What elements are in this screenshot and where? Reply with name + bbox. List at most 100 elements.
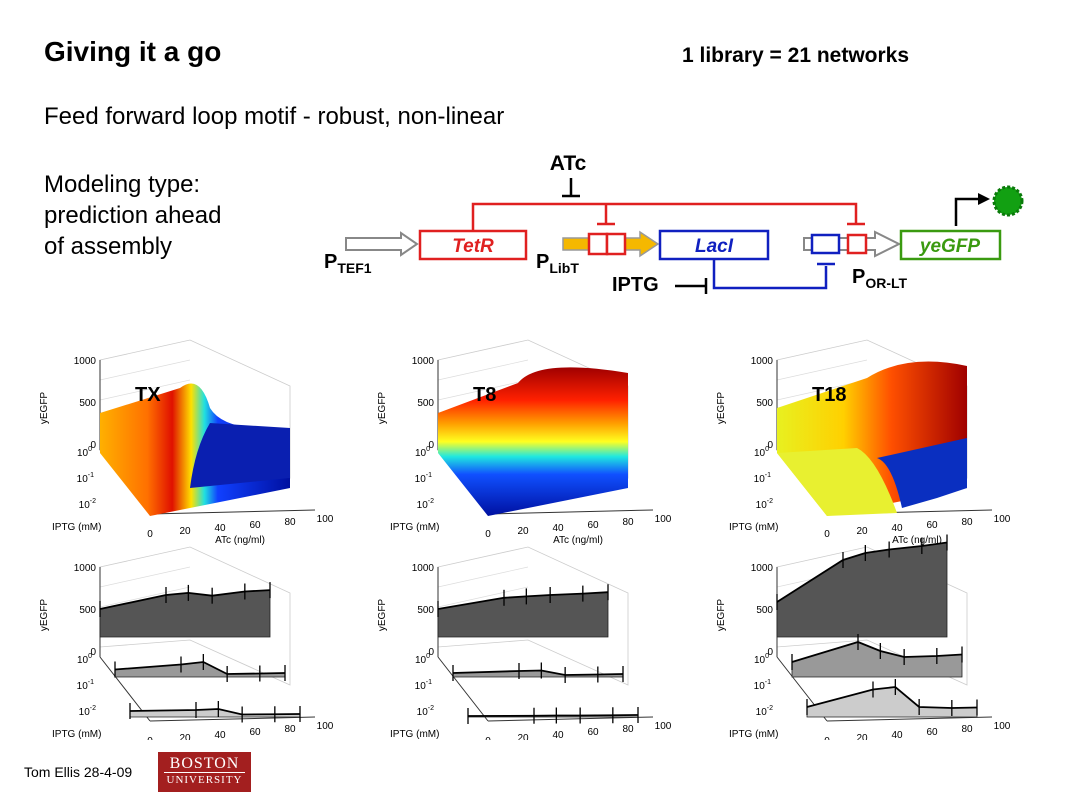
atc-tick-label: 20 <box>856 733 868 740</box>
iptg-tick-label: 100 <box>77 446 92 459</box>
expression-arrowhead <box>978 193 990 205</box>
grid-line <box>437 379 529 401</box>
atc-axis-label: ATc (ng/ml) <box>553 535 603 546</box>
atc-axis-label: ATc (ng/ml) <box>215 535 265 546</box>
z-tick-label: 0 <box>90 647 96 658</box>
slide-title: Giving it a go <box>44 36 222 67</box>
promoter-orlt-label: POR-LT <box>852 266 908 291</box>
author-date: Tom Ellis 28-4-09 <box>24 764 133 780</box>
gene-yegfp-label: yeGFP <box>919 236 981 257</box>
iptg-tick-label: 10-1 <box>77 679 94 692</box>
atc-tick-label: 100 <box>655 514 672 525</box>
line-plot-1: 1000 500 0 yEGFP 100 10-1 10-2 IPTG (mM) 0 20 40 60… <box>39 546 334 740</box>
series-line-1 <box>452 669 624 676</box>
grid-line <box>776 359 868 381</box>
iptg-tick-label: 10-2 <box>79 705 96 718</box>
series-line-2 <box>129 708 301 716</box>
gene-yegfp-box <box>899 229 1002 261</box>
iptg-axis-label: IPTG (mM) <box>390 729 439 740</box>
modeling-type-text: Modeling type: prediction ahead of assem… <box>44 169 221 262</box>
atc-axis <box>826 716 993 722</box>
gfp-protein-icon <box>992 185 1024 217</box>
atc-tick-label: 40 <box>214 730 226 740</box>
iptg-tick-label: 10-2 <box>756 705 773 718</box>
iptg-label: IPTG <box>612 274 659 296</box>
atc-axis <box>487 509 654 515</box>
atc-tick-label: 40 <box>552 523 564 534</box>
atc-tick-label: 80 <box>284 517 296 528</box>
iptg-tick-label: 100 <box>754 446 769 459</box>
atc-tick-label: 60 <box>926 727 938 738</box>
atc-tick-label: 20 <box>517 526 529 537</box>
iptg-tick-label: 100 <box>754 653 769 666</box>
atc-tick-label: 100 <box>317 721 334 732</box>
atc-tick-label: 60 <box>926 520 938 531</box>
circuit-diagram: ATc PTEF1 TetR PLibT LacI IPTG POR-LT ye… <box>324 152 1024 296</box>
gene-laci-box <box>658 229 770 261</box>
gene-tetr-label: TetR <box>452 236 494 257</box>
z-tick-label: 0 <box>767 440 773 451</box>
orlt-tet-operator <box>846 233 868 255</box>
z-axis-label: yEGFP <box>716 392 727 425</box>
atc-tick-label: 0 <box>147 736 153 740</box>
atc-tick-label: 0 <box>485 736 491 740</box>
atc-tick-label: 100 <box>655 721 672 732</box>
atc-label: ATc <box>550 152 587 175</box>
atc-tick-label: 20 <box>179 526 191 537</box>
series-line-0 <box>776 541 948 603</box>
gene-tetr-box <box>418 229 528 261</box>
atc-tick-label: 100 <box>317 514 334 525</box>
z-axis-label: yEGFP <box>377 392 388 425</box>
atc-axis <box>149 716 316 722</box>
iptg-axis-label: IPTG (mM) <box>52 522 101 533</box>
expression-arrow <box>954 197 980 226</box>
laci-repression-path <box>712 259 828 290</box>
iptg-tick-label: 10-2 <box>756 498 773 511</box>
libt-operator-1 <box>587 232 609 256</box>
atc-tick-label: 40 <box>552 730 564 740</box>
iptg-tick-label: 100 <box>415 653 430 666</box>
z-axis-label: yEGFP <box>39 599 50 632</box>
z-tick-label: 1000 <box>412 356 435 367</box>
tetr-repression-path <box>471 202 858 231</box>
atc-tick-label: 40 <box>891 523 903 534</box>
atc-tick-label: 0 <box>485 529 491 540</box>
atc-axis-label: ATc (ng/ml) <box>892 535 942 546</box>
grid-line <box>99 379 191 401</box>
iptg-tick-label: 10-1 <box>754 679 771 692</box>
gene-laci-label: LacI <box>695 236 734 257</box>
z-tick-label: 500 <box>417 605 434 616</box>
surface-blue-valley <box>877 438 967 508</box>
atc-tick-label: 80 <box>622 517 634 528</box>
modeling-line-2: prediction ahead <box>44 202 222 229</box>
atc-tick-label: 60 <box>249 727 261 738</box>
surface-plot-tx: 1000 500 0 yEGFP 100 10-1 10-2 IPTG (mM) 0 20 40 60… <box>39 339 334 546</box>
iptg-tick-label: 10-2 <box>417 705 434 718</box>
surface-plot-t18: 1000 500 0 yEGFP 100 10-1 10-2 IPTG (mM) 0 20 40 60… <box>716 339 1011 546</box>
iptg-tick-label: 10-1 <box>754 472 771 485</box>
series-line-2 <box>467 714 639 717</box>
surface-title: T8 <box>473 384 496 406</box>
line-plot-2: 1000 500 0 yEGFP 100 10-1 10-2 IPTG (mM) 0 20 40 60… <box>377 546 672 740</box>
atc-tick-label: 80 <box>961 724 973 735</box>
z-tick-label: 1000 <box>74 356 97 367</box>
z-tick-label: 0 <box>767 647 773 658</box>
series-line-1 <box>791 641 963 663</box>
iptg-axis <box>437 656 489 722</box>
iptg-tick-label: 10-2 <box>417 498 434 511</box>
iptg-tick-label: 10-1 <box>77 472 94 485</box>
z-tick-label: 500 <box>756 398 773 409</box>
modeling-line-3: of assembly <box>44 233 173 260</box>
surface-fill <box>438 367 628 516</box>
atc-tick-label: 80 <box>284 724 296 735</box>
atc-tick-label: 40 <box>214 523 226 534</box>
atc-tick-label: 0 <box>824 736 830 740</box>
z-tick-label: 500 <box>79 605 96 616</box>
promoter-tef1-arrow <box>345 231 419 257</box>
orlt-lac-operator <box>810 233 841 255</box>
surface-plot-t8: 1000 500 0 yEGFP 100 10-1 10-2 IPTG (mM) 0 20 40 60… <box>377 339 672 546</box>
motif-line: Feed forward loop motif - robust, non-li… <box>44 103 505 130</box>
z-tick-label: 500 <box>79 398 96 409</box>
